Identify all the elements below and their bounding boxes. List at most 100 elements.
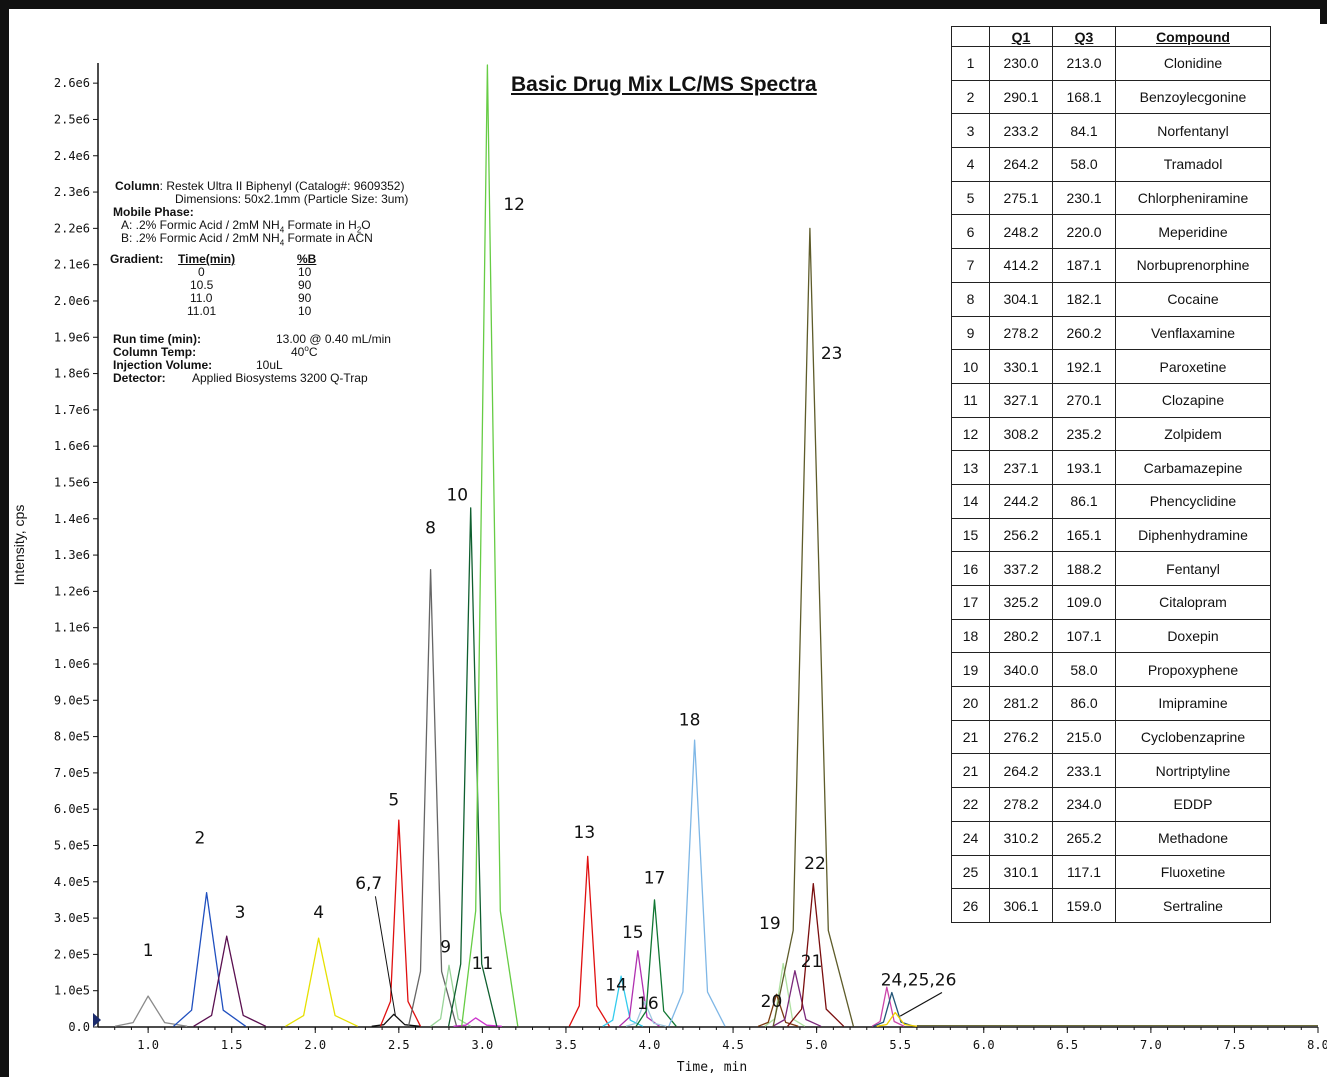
peak-trace (461, 64, 519, 1027)
cell-q3: 168.1 (1052, 79, 1116, 115)
cell-q1: 414.2 (989, 248, 1053, 283)
compound-table: Q1 Q3 Compound 1 230.0 213.0 Clonidine 2 290.… (951, 26, 1271, 923)
cell-index: 17 (951, 585, 990, 620)
peak-label: 10 (446, 486, 468, 506)
gradient-row: 0 10 (198, 265, 312, 279)
table-row: 3 233.2 84.1 Norfentanyl (951, 113, 1271, 149)
x-tick-label: 3.5 (555, 1038, 577, 1052)
mobile-phase-b: B: .2% Formic Acid / 2mM NH4 Formate in … (121, 231, 373, 248)
cell-q3: 84.1 (1052, 113, 1116, 149)
table-row: 13 237.1 193.1 Carbamazepine (951, 450, 1271, 485)
cell-compound: Sertraline (1115, 888, 1271, 923)
cell-index: 22 (951, 787, 990, 822)
table-row: 24 310.2 265.2 Methadone (951, 820, 1271, 856)
cell-compound: Propoxyphene (1115, 652, 1271, 688)
table-row: 15 256.2 165.1 Diphenhydramine (951, 517, 1271, 553)
cell-compound: Venflaxamine (1115, 315, 1271, 351)
y-tick-label: 1.8e6 (54, 367, 90, 381)
peak-trace (371, 1013, 420, 1027)
cell-q3: 117.1 (1052, 854, 1116, 890)
cell-index: 26 (951, 888, 990, 923)
peak-trace (379, 819, 422, 1027)
peak-trace (668, 739, 726, 1027)
y-tick-label: 1.7e6 (54, 403, 90, 417)
table-row: 20 281.2 86.0 Imipramine (951, 686, 1271, 721)
peak-label: 9 (440, 938, 451, 958)
peak-trace (193, 935, 267, 1027)
peak-trace (871, 986, 905, 1027)
cell-index: 21 (951, 753, 990, 789)
cell-compound: Imipramine (1115, 686, 1271, 721)
header-index (951, 26, 990, 47)
chart-title: Basic Drug Mix LC/MS Spectra (511, 73, 817, 96)
cell-compound: Benzoylecgonine (1115, 79, 1271, 115)
cell-q1: 244.2 (989, 483, 1053, 519)
table-row: 8 304.1 182.1 Cocaine (951, 281, 1271, 317)
cell-compound: EDDP (1115, 787, 1271, 822)
peak-label: 21 (801, 952, 823, 972)
y-tick-label: 8.0e5 (54, 730, 90, 744)
cell-compound: Zolpidem (1115, 416, 1271, 452)
gradient-row: 10.5 90 (190, 278, 312, 292)
peak-trace (447, 507, 498, 1027)
cell-index: 14 (951, 483, 990, 519)
gradient-row: 11.0 90 (190, 291, 312, 305)
x-tick-label: 4.5 (722, 1038, 744, 1052)
cell-q1: 230.0 (989, 46, 1053, 81)
x-tick-label: 7.5 (1224, 1038, 1246, 1052)
leader-line (374, 896, 396, 1017)
cell-compound: Nortriptyline (1115, 753, 1271, 789)
x-tick-label: 5.5 (889, 1038, 911, 1052)
peak-label: 18 (679, 711, 701, 731)
cell-index: 11 (951, 382, 990, 418)
cell-q3: 58.0 (1052, 652, 1116, 688)
cell-q1: 264.2 (989, 147, 1053, 182)
x-tick-label: 6.5 (1056, 1038, 1078, 1052)
cell-q3: 235.2 (1052, 416, 1116, 452)
peak-label: 8 (425, 518, 436, 538)
window-frame-left (0, 0, 9, 1077)
cell-q1: 256.2 (989, 517, 1053, 553)
cell-compound: Fentanyl (1115, 551, 1271, 586)
cell-index: 9 (951, 315, 990, 351)
x-tick-label: 7.0 (1140, 1038, 1162, 1052)
cell-index: 19 (951, 652, 990, 688)
table-header-row: Q1 Q3 Compound (951, 26, 1271, 47)
injection-volume: Injection Volume: 10uL (113, 358, 283, 372)
table-row: 11 327.1 270.1 Clozapine (951, 382, 1271, 418)
cell-q3: 270.1 (1052, 382, 1116, 418)
cell-q3: 107.1 (1052, 618, 1116, 654)
table-row: 6 248.2 220.0 Meperidine (951, 214, 1271, 250)
y-tick-label: 1.2e6 (54, 584, 90, 598)
y-tick-label: 1.6e6 (54, 439, 90, 453)
mobile-phase-a: A: .2% Formic Acid / 2mM NH4 Formate in … (121, 218, 371, 235)
cell-q3: 233.1 (1052, 753, 1116, 789)
x-tick-label: 4.0 (639, 1038, 661, 1052)
cell-q1: 264.2 (989, 753, 1053, 789)
table-row: 9 278.2 260.2 Venflaxamine (951, 315, 1271, 351)
gradient-row: 11.01 10 (187, 304, 312, 318)
gradient-header: Gradient: Time(min) %B (110, 252, 317, 266)
cell-index: 15 (951, 517, 990, 553)
peak-trace (876, 1011, 917, 1027)
table-row: 2 290.1 168.1 Benzoylecgonine (951, 79, 1271, 115)
y-tick-label: 2.1e6 (54, 258, 90, 272)
peak-trace (568, 855, 610, 1027)
chart-traces (114, 64, 1318, 1027)
cell-compound: Citalopram (1115, 585, 1271, 620)
y-tick-label: 2.0e5 (54, 947, 90, 961)
cell-q3: 187.1 (1052, 248, 1116, 283)
y-tick-label: 1.3e6 (54, 548, 90, 562)
cell-compound: Chlorpheniramine (1115, 180, 1271, 216)
cell-q3: 86.0 (1052, 686, 1116, 721)
cell-q3: 213.0 (1052, 46, 1116, 81)
column-label: Column (115, 179, 160, 193)
y-tick-label: 4.0e5 (54, 875, 90, 889)
peak-label: 11 (472, 954, 494, 974)
x-tick-label: 2.0 (304, 1038, 326, 1052)
cell-compound: Clonidine (1115, 46, 1271, 81)
peak-labels: 123 46,7589101112131415161718192021222324… (143, 195, 956, 1017)
cell-index: 24 (951, 820, 990, 856)
cell-compound: Diphenhydramine (1115, 517, 1271, 553)
